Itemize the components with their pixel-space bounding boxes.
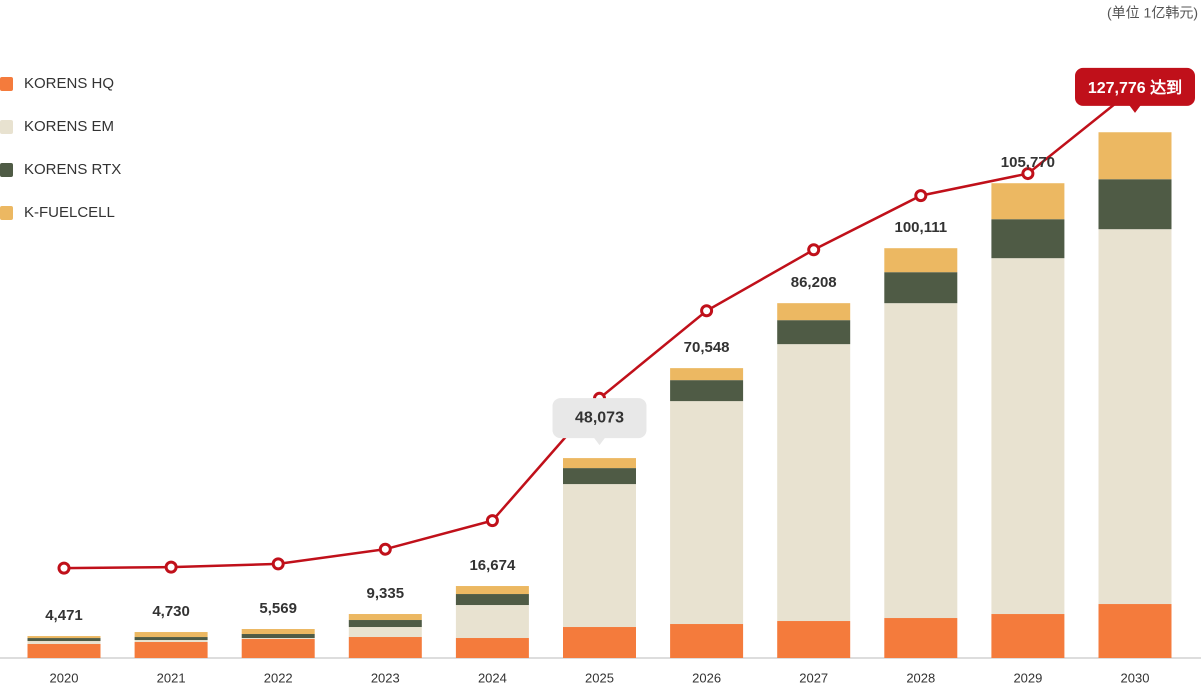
line-point — [1021, 167, 1035, 181]
bar-segment — [1098, 604, 1172, 658]
line-point — [378, 542, 392, 556]
bubble-pointer — [1129, 104, 1141, 113]
line-point — [164, 560, 178, 574]
bar-segment — [455, 586, 529, 595]
x-tick-label: 2027 — [799, 670, 828, 685]
data-label: 48,073 — [575, 409, 624, 426]
data-label: 4,730 — [152, 603, 190, 620]
bar-segment — [27, 636, 101, 639]
legend-swatch — [0, 163, 13, 177]
data-label: 86,208 — [791, 274, 837, 291]
bar-segment — [670, 368, 744, 381]
legend-label: KORENS HQ — [24, 75, 114, 92]
line-point — [807, 243, 821, 257]
data-label: 127,776 达到 — [1088, 78, 1182, 97]
bar-segment — [884, 618, 958, 658]
bar-segment — [455, 605, 529, 639]
legend-label: KORENS EM — [24, 118, 114, 135]
bar-segment — [348, 614, 422, 621]
bar-segment — [1098, 229, 1172, 605]
x-tick-label: 2028 — [906, 670, 935, 685]
data-label: 4,471 — [45, 607, 83, 624]
bar-segment — [777, 344, 851, 622]
line-point — [914, 189, 928, 203]
bar-segment — [1098, 179, 1172, 230]
legend-swatch — [0, 206, 13, 220]
bar-segment — [241, 639, 315, 658]
legend-label: KORENS RTX — [24, 161, 121, 178]
x-tick-label: 2024 — [478, 670, 507, 685]
bar-segment — [563, 627, 636, 658]
bar-segment — [134, 642, 208, 658]
bar-segment — [455, 638, 529, 658]
data-label: 70,548 — [684, 339, 730, 356]
callout-bubble — [552, 398, 647, 439]
data-label: 5,569 — [259, 600, 297, 617]
bar-segment — [991, 614, 1065, 658]
x-tick-label: 2030 — [1121, 670, 1150, 685]
highlight-bubble — [1075, 67, 1195, 106]
bar-segment — [134, 637, 208, 641]
bar-segment — [27, 641, 101, 645]
x-tick-label: 2025 — [585, 670, 614, 685]
bar-segment — [134, 640, 208, 643]
bar-segment — [884, 272, 958, 304]
data-label: 16,674 — [469, 557, 516, 574]
line-point — [57, 561, 71, 575]
bar-segment — [991, 183, 1065, 220]
bar-segment — [670, 401, 744, 625]
legend-label: K-FUELCELL — [24, 204, 115, 221]
bar-segment — [27, 638, 101, 642]
data-label: 9,335 — [367, 585, 405, 602]
data-label: 100,111 — [895, 219, 948, 236]
data-label: 105,770 — [1001, 154, 1055, 171]
x-tick-label: 2022 — [264, 670, 293, 685]
legend-swatch — [0, 120, 13, 134]
bar-segment — [670, 624, 744, 658]
bar-segment — [563, 458, 636, 469]
bar-segment — [348, 620, 422, 628]
bar-segment — [348, 627, 422, 638]
bar-segment — [563, 484, 636, 628]
bar-segment — [1098, 132, 1172, 180]
line-point — [271, 557, 285, 571]
line-point — [485, 514, 499, 528]
bar-segment — [27, 644, 101, 658]
bar-segment — [777, 320, 851, 345]
bar-segment — [241, 638, 315, 640]
legend-swatch — [0, 77, 13, 91]
line-point — [700, 304, 714, 318]
x-tick-label: 2029 — [1013, 670, 1042, 685]
bar-segment — [241, 629, 315, 635]
x-tick-label: 2023 — [371, 670, 400, 685]
bar-segment — [884, 303, 958, 619]
bar-segment — [670, 380, 744, 402]
bubble-pointer — [593, 437, 606, 446]
unit-label: (单位 1亿韩元) — [1107, 5, 1198, 21]
x-tick-label: 2021 — [157, 670, 186, 685]
x-tick-label: 2020 — [50, 670, 79, 685]
bar-segment — [134, 632, 208, 638]
bar-segment — [884, 248, 958, 273]
bar-segment — [241, 634, 315, 639]
bar-segment — [348, 637, 422, 658]
x-tick-label: 2026 — [692, 670, 721, 685]
bar-segment — [991, 219, 1065, 259]
bar-segment — [455, 594, 529, 606]
bar-segment — [563, 468, 636, 485]
bar-segment — [777, 621, 851, 658]
bar-segment — [777, 303, 851, 321]
bar-segment — [991, 258, 1065, 615]
